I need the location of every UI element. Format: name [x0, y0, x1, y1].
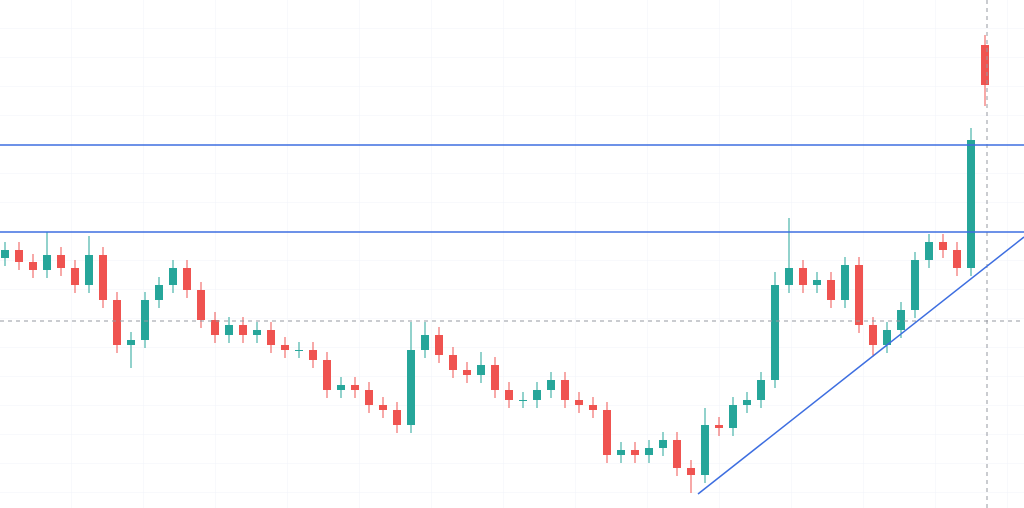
candle-body [883, 330, 891, 345]
candle-body [239, 325, 247, 335]
candle-body [673, 440, 681, 468]
candle-body [533, 390, 541, 400]
candle-body [309, 350, 317, 360]
candle-body [603, 410, 611, 455]
candle-body [323, 360, 331, 390]
candle-body [897, 310, 905, 330]
candle-body [491, 365, 499, 390]
candle-body [43, 255, 51, 270]
candle-body [57, 255, 65, 268]
candle-body [617, 450, 625, 455]
candle-body [99, 255, 107, 300]
candle-body [785, 268, 793, 285]
candle-body [505, 390, 513, 400]
candle-body [645, 448, 653, 455]
candle-body [659, 440, 667, 448]
candle-body [127, 340, 135, 345]
candle-body [253, 330, 261, 335]
candle-body [463, 370, 471, 375]
candle-body [855, 265, 863, 325]
candle-body [435, 335, 443, 355]
candle-body [981, 45, 989, 85]
candle-body [267, 330, 275, 345]
candle-body [421, 335, 429, 350]
candle-body [939, 242, 947, 250]
candle-body [85, 255, 93, 285]
candle-body [379, 405, 387, 410]
candle-body [183, 268, 191, 290]
candle-body [1, 250, 9, 258]
candle-body [295, 350, 303, 351]
candle-body [211, 320, 219, 335]
trend-line [697, 236, 1024, 495]
candle-body [589, 405, 597, 410]
candle-body [169, 268, 177, 285]
candle-body [841, 265, 849, 300]
candle-body [827, 280, 835, 300]
candle-body [967, 140, 975, 268]
candle-body [757, 380, 765, 400]
candle-body [351, 385, 359, 390]
candle-body [743, 400, 751, 405]
candle-body [771, 285, 779, 380]
candle-body [477, 365, 485, 375]
candle-body [155, 285, 163, 300]
candle-body [519, 400, 527, 401]
candle-body [547, 380, 555, 390]
candle-body [799, 268, 807, 285]
candle-body [337, 385, 345, 390]
candle-body [225, 325, 233, 335]
candle-body [687, 468, 695, 475]
candle-body [715, 425, 723, 428]
candle-body [701, 425, 709, 475]
candle-body [141, 300, 149, 340]
candle-body [449, 355, 457, 370]
candle-body [197, 290, 205, 320]
candle-body [113, 300, 121, 345]
candle-body [869, 325, 877, 345]
candle-body [407, 350, 415, 425]
candle-body [911, 260, 919, 310]
candle-body [953, 250, 961, 268]
candle-body [575, 400, 583, 405]
candle-body [631, 450, 639, 455]
candle-body [393, 410, 401, 425]
candle-body [365, 390, 373, 405]
candle-body [561, 380, 569, 400]
candle-body [15, 250, 23, 262]
candle-body [281, 345, 289, 350]
candle-body [729, 405, 737, 428]
candle-body [925, 242, 933, 260]
candle-body [71, 268, 79, 285]
candle-body [813, 280, 821, 285]
candle-body [29, 262, 37, 270]
